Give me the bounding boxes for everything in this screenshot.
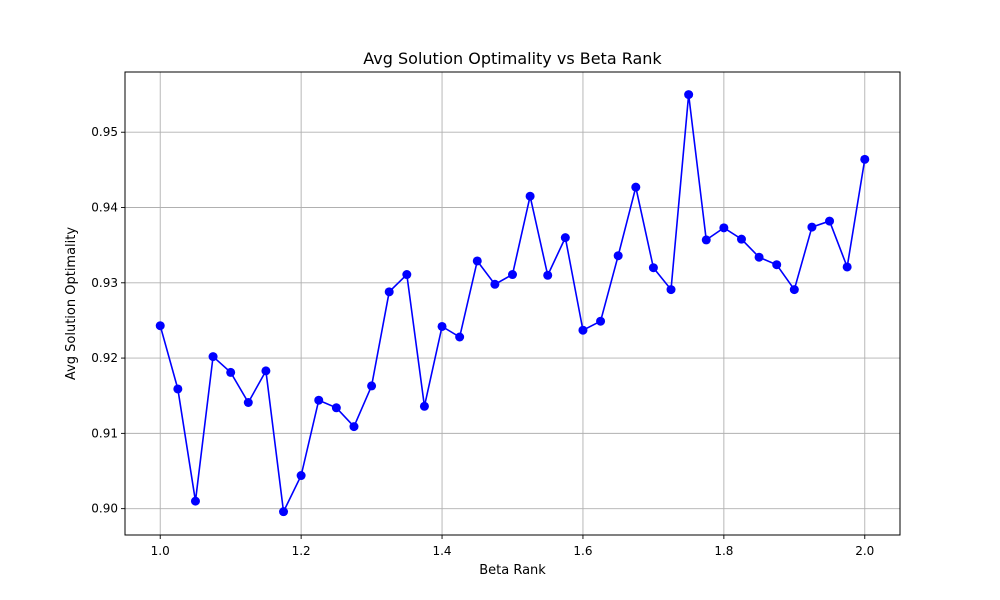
- x-tick-label: 1.0: [151, 544, 170, 558]
- data-point: [525, 191, 535, 201]
- data-point: [578, 325, 588, 335]
- data-point: [666, 285, 676, 295]
- x-tick-label: 1.6: [573, 544, 592, 558]
- axis-ticks: 1.0 1.2 1.4 1.6 1.8 2.0 0.90 0.91 0.92 0.93 0.94 0.…: [91, 125, 874, 558]
- data-point: [648, 263, 658, 273]
- data-point: [279, 507, 289, 517]
- data-point: [719, 223, 729, 233]
- y-tick-label: 0.93: [91, 276, 118, 290]
- data-point: [243, 397, 253, 407]
- data-point: [860, 154, 870, 164]
- data-point: [825, 216, 835, 226]
- data-point: [155, 321, 165, 331]
- data-point: [419, 401, 429, 411]
- x-axis-label: Beta Rank: [479, 563, 546, 578]
- x-tick-label: 1.4: [432, 544, 451, 558]
- data-point: [842, 262, 852, 272]
- data-point: [296, 471, 306, 481]
- y-axis-label: Avg Solution Optimality: [64, 227, 79, 380]
- y-tick-label: 0.90: [91, 502, 118, 516]
- data-point: [402, 270, 412, 280]
- y-tick-label: 0.95: [91, 125, 118, 139]
- data-point: [596, 316, 606, 326]
- data-point: [754, 252, 764, 262]
- plot-area-frame: [124, 71, 901, 536]
- grid-lines: [125, 72, 900, 535]
- data-point: [684, 90, 694, 100]
- data-point: [208, 352, 218, 362]
- y-tick-label: 0.91: [91, 426, 118, 440]
- y-tick-label: 0.92: [91, 351, 118, 365]
- data-point: [772, 260, 782, 270]
- data-point: [349, 422, 359, 432]
- x-tick-label: 2.0: [855, 544, 874, 558]
- x-tick-label: 1.8: [714, 544, 733, 558]
- data-point: [789, 285, 799, 295]
- data-point: [190, 496, 200, 506]
- y-tick-label: 0.94: [91, 201, 118, 215]
- series-line: [159, 94, 866, 515]
- data-point: [631, 182, 641, 192]
- data-point: [701, 235, 711, 245]
- data-point: [455, 332, 465, 342]
- data-point: [490, 279, 500, 289]
- plot-series: [155, 90, 870, 517]
- data-point: [472, 256, 482, 266]
- data-point: [807, 222, 817, 232]
- data-point: [384, 287, 394, 297]
- data-point: [543, 270, 553, 280]
- data-point: [226, 367, 236, 377]
- data-point: [261, 366, 271, 376]
- chart-title: Avg Solution Optimality vs Beta Rank: [363, 49, 662, 68]
- data-point: [736, 234, 746, 244]
- data-point: [508, 270, 517, 280]
- data-point: [331, 403, 341, 413]
- data-point: [173, 384, 183, 394]
- data-point: [314, 395, 324, 405]
- data-point: [437, 321, 447, 331]
- data-point: [613, 251, 623, 261]
- x-tick-label: 1.2: [292, 544, 311, 558]
- data-point: [560, 233, 570, 243]
- data-point: [367, 381, 377, 391]
